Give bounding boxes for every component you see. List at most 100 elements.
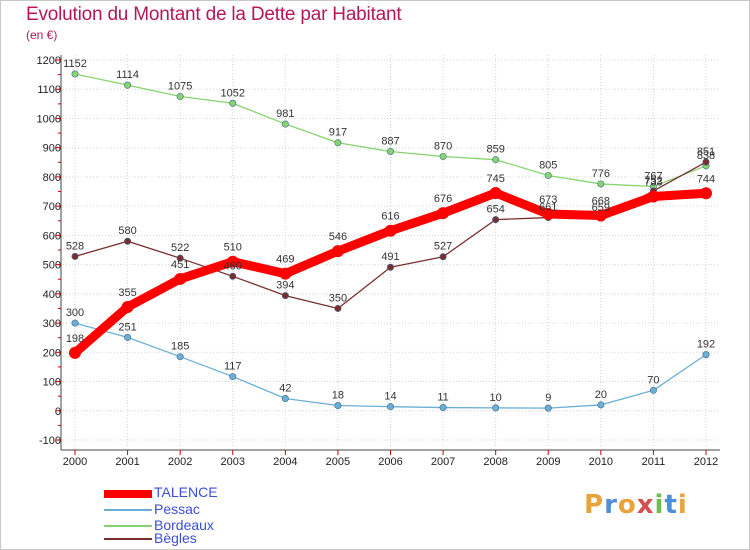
data-label-bordeaux: 859 xyxy=(486,144,504,156)
data-label-pessac: 18 xyxy=(332,390,344,402)
data-point-begles xyxy=(334,304,342,312)
y-tick-label: 500 xyxy=(43,260,61,272)
data-label-pessac: 185 xyxy=(171,341,189,353)
data-label-talence: 451 xyxy=(171,259,189,271)
data-point-pessac xyxy=(334,402,342,410)
data-point-begles xyxy=(492,216,500,224)
data-point-bordeaux xyxy=(544,171,552,179)
y-tick-label: 800 xyxy=(43,172,61,184)
logo-letter: P xyxy=(584,490,605,520)
x-tick-label: 2005 xyxy=(326,456,350,468)
data-point-pessac xyxy=(281,394,289,402)
data-point-bordeaux xyxy=(597,180,605,188)
x-tick-label: 2008 xyxy=(483,456,507,468)
data-point-talence xyxy=(489,187,502,199)
y-tick-label: 400 xyxy=(43,289,61,301)
data-point-begles xyxy=(386,263,394,271)
data-point-bordeaux xyxy=(71,70,79,78)
data-point-pessac xyxy=(71,319,79,327)
y-tick-label: 300 xyxy=(43,318,61,330)
data-label-talence: 744 xyxy=(697,173,715,185)
x-tick-label: 2003 xyxy=(221,456,245,468)
x-tick-label: 2002 xyxy=(168,456,192,468)
data-label-talence: 668 xyxy=(592,196,610,208)
data-label-pessac: 14 xyxy=(384,391,396,403)
data-point-talence xyxy=(226,255,239,268)
data-point-talence xyxy=(542,208,555,221)
data-point-begles xyxy=(702,158,710,166)
data-point-talence xyxy=(437,207,450,220)
y-tick-label: 900 xyxy=(43,143,61,155)
data-label-begles: 752 xyxy=(644,175,662,187)
data-label-bordeaux: 981 xyxy=(276,108,294,120)
y-tick-label: 600 xyxy=(43,230,61,242)
data-label-begles: 527 xyxy=(434,241,452,253)
chart-subtitle: (en €) xyxy=(26,28,58,42)
data-label-begles: 659 xyxy=(592,202,610,214)
logo-letter: i xyxy=(677,490,688,520)
data-label-talence: 733 xyxy=(644,177,662,189)
data-point-pessac xyxy=(597,401,605,409)
data-point-begles xyxy=(124,237,132,245)
logo-letter: x xyxy=(636,490,655,520)
data-point-pessac xyxy=(439,404,447,412)
legend-label-begles: Bègles xyxy=(154,530,197,546)
data-label-talence: 676 xyxy=(434,193,452,205)
data-point-pessac xyxy=(176,353,184,361)
logo-letter: o xyxy=(617,490,637,520)
data-label-pessac: 117 xyxy=(224,361,242,373)
data-point-talence xyxy=(700,187,712,200)
data-label-begles: 460 xyxy=(224,260,242,272)
data-label-pessac: 11 xyxy=(437,392,448,404)
logo-letter: r xyxy=(604,490,618,520)
logo-letter: t xyxy=(664,490,678,520)
x-tick-label: 2000 xyxy=(63,456,87,468)
data-label-bordeaux: 1152 xyxy=(63,58,87,70)
data-point-begles xyxy=(439,253,447,261)
data-label-bordeaux: 917 xyxy=(329,127,347,139)
x-tick-label: 2012 xyxy=(694,456,718,468)
data-point-begles xyxy=(176,254,184,262)
y-tick-label: 200 xyxy=(43,347,61,359)
legend-label-talence: TALENCE xyxy=(154,484,218,500)
legend-swatch-pessac xyxy=(104,509,152,511)
data-label-talence: 510 xyxy=(224,242,242,254)
data-label-begles: 851 xyxy=(697,146,715,158)
data-point-talence xyxy=(174,272,187,285)
data-label-begles: 394 xyxy=(276,280,294,292)
data-label-bordeaux: 838 xyxy=(697,150,715,162)
data-point-bordeaux xyxy=(334,139,342,147)
data-label-talence: 673 xyxy=(539,194,557,206)
data-point-talence xyxy=(331,245,344,258)
x-tick-label: 2004 xyxy=(273,456,297,468)
data-label-talence: 745 xyxy=(486,173,504,185)
data-label-begles: 661 xyxy=(539,202,557,214)
y-tick-label: 100 xyxy=(43,377,61,389)
data-label-bordeaux: 1114 xyxy=(116,69,139,81)
y-tick-label: 0 xyxy=(55,406,61,418)
x-tick-label: 2009 xyxy=(536,456,560,468)
x-tick-label: 2001 xyxy=(115,456,139,468)
y-axis-ticks: -100 0 100 200 300 400 500 600 700 800 900 1000 1100… xyxy=(37,55,61,447)
legend-swatch-bordeaux xyxy=(104,525,152,527)
x-tick-label: 2006 xyxy=(378,456,402,468)
data-label-talence: 616 xyxy=(381,211,399,223)
data-point-pessac xyxy=(124,333,132,341)
y-tick-label: -100 xyxy=(39,435,61,447)
data-label-bordeaux: 767 xyxy=(644,171,662,183)
y-tick-label: 1100 xyxy=(37,84,61,96)
data-label-begles: 654 xyxy=(486,204,504,216)
data-point-bordeaux xyxy=(176,93,184,101)
data-point-talence xyxy=(279,267,292,280)
data-point-talence xyxy=(69,346,81,359)
x-tick-label: 2007 xyxy=(431,456,455,468)
y-tick-label: 1200 xyxy=(37,55,61,67)
data-point-begles xyxy=(281,292,289,300)
data-label-talence: 355 xyxy=(118,287,136,299)
data-point-bordeaux xyxy=(492,156,500,164)
data-point-bordeaux xyxy=(281,120,289,128)
x-tick-label: 2011 xyxy=(642,456,666,468)
legend-label-bordeaux: Bordeaux xyxy=(154,517,214,533)
